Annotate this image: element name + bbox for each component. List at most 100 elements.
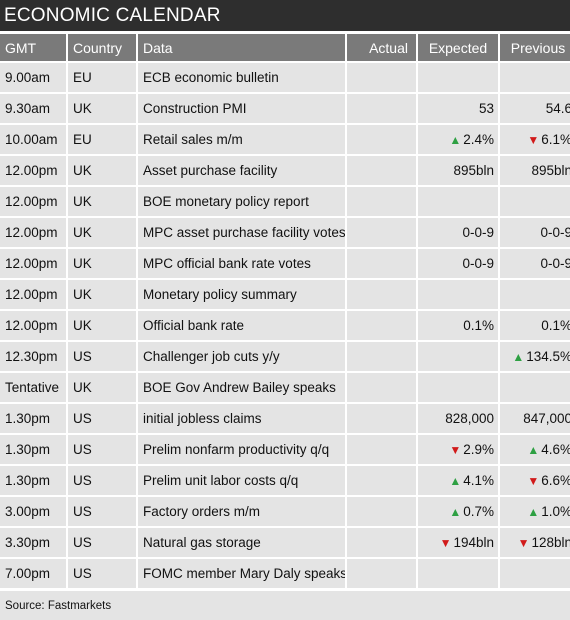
- cell-data: FOMC member Mary Daly speaks: [138, 559, 345, 588]
- up-arrow-icon: ▲: [449, 505, 462, 519]
- cell-actual: [347, 94, 416, 123]
- cell-gmt-text: 3.30pm: [5, 535, 51, 550]
- cell-expected: ▼ 194bln: [418, 528, 498, 557]
- cell-country-text: UK: [73, 194, 92, 209]
- cell-country: US: [68, 342, 136, 371]
- cell-previous: 895bln: [500, 156, 570, 185]
- cell-gmt-text: 12.00pm: [5, 256, 58, 271]
- cell-gmt-text: 1.30pm: [5, 473, 51, 488]
- calendar-title: ECONOMIC CALENDAR: [0, 0, 570, 31]
- column-header-actual: Actual: [347, 34, 416, 61]
- cell-gmt-text: 9.30am: [5, 101, 51, 116]
- down-arrow-icon: ▼: [449, 443, 462, 457]
- cell-gmt-text: 12.00pm: [5, 225, 58, 240]
- cell-expected-text: 0-0-9: [462, 256, 494, 271]
- cell-previous: 0.1%: [500, 311, 570, 340]
- cell-previous: ▼ 6.1%: [500, 125, 570, 154]
- table-row: 10.00am EU Retail sales m/m ▲ 2.4% ▼ 6.1%: [0, 125, 570, 154]
- down-arrow-icon: ▼: [517, 536, 530, 550]
- table-row: 12.00pm UK MPC asset purchase facility vot…: [0, 218, 570, 247]
- cell-expected: [418, 187, 498, 216]
- cell-data-text: Asset purchase facility: [143, 163, 278, 178]
- cell-data: MPC asset purchase facility votes: [138, 218, 345, 247]
- cell-previous-text: 0-0-9: [540, 225, 570, 240]
- cell-expected: [418, 559, 498, 588]
- cell-data: Monetary policy summary: [138, 280, 345, 309]
- table-row: 12.00pm UK Asset purchase facility 895bln 89…: [0, 156, 570, 185]
- up-arrow-icon: ▲: [449, 474, 462, 488]
- cell-gmt: 12.30pm: [0, 342, 66, 371]
- cell-expected: ▲ 0.7%: [418, 497, 498, 526]
- cell-country: EU: [68, 63, 136, 92]
- cell-gmt-text: 12.30pm: [5, 349, 58, 364]
- cell-gmt-text: 7.00pm: [5, 566, 51, 581]
- cell-gmt: 12.00pm: [0, 187, 66, 216]
- cell-country-text: US: [73, 504, 92, 519]
- cell-expected: [418, 63, 498, 92]
- cell-country: UK: [68, 249, 136, 278]
- column-header-data: Data: [138, 34, 345, 61]
- up-arrow-icon: ▲: [527, 505, 540, 519]
- cell-country: UK: [68, 311, 136, 340]
- cell-previous: ▲ 4.6%: [500, 435, 570, 464]
- cell-expected: 0-0-9: [418, 218, 498, 247]
- cell-expected-text: 0-0-9: [462, 225, 494, 240]
- cell-gmt: 7.00pm: [0, 559, 66, 588]
- cell-gmt: 1.30pm: [0, 435, 66, 464]
- cell-data-text: MPC official bank rate votes: [143, 256, 311, 271]
- cell-data: Natural gas storage: [138, 528, 345, 557]
- cell-country-text: US: [73, 473, 92, 488]
- up-arrow-icon: ▲: [449, 133, 462, 147]
- cell-data: Construction PMI: [138, 94, 345, 123]
- cell-actual: [347, 466, 416, 495]
- cell-expected-text: 194bln: [453, 535, 494, 550]
- cell-expected-text: 4.1%: [463, 473, 494, 488]
- cell-expected-text: 2.4%: [463, 132, 494, 147]
- cell-data: Prelim unit labor costs q/q: [138, 466, 345, 495]
- calendar-table: GMT Country Data Actual Expected Previou…: [0, 32, 570, 590]
- cell-data-text: Official bank rate: [143, 318, 245, 333]
- table-row: 1.30pm US Prelim unit labor costs q/q ▲ 4.1%…: [0, 466, 570, 495]
- cell-country: US: [68, 528, 136, 557]
- cell-gmt: 12.00pm: [0, 280, 66, 309]
- cell-previous: 0-0-9: [500, 249, 570, 278]
- cell-data: Challenger job cuts y/y: [138, 342, 345, 371]
- cell-previous: [500, 280, 570, 309]
- cell-previous: ▼ 6.6%: [500, 466, 570, 495]
- cell-actual: [347, 528, 416, 557]
- cell-country: UK: [68, 280, 136, 309]
- cell-country-text: US: [73, 411, 92, 426]
- cell-data-text: ECB economic bulletin: [143, 70, 279, 85]
- cell-data-text: Factory orders m/m: [143, 504, 261, 519]
- table-row: 1.30pm US initial jobless claims 828,000 847…: [0, 404, 570, 433]
- cell-gmt-text: Tentative: [5, 380, 60, 395]
- cell-previous-text: 134.5%: [526, 349, 570, 364]
- cell-previous: 0-0-9: [500, 218, 570, 247]
- cell-country: US: [68, 435, 136, 464]
- cell-actual: [347, 125, 416, 154]
- cell-previous-text: 54.6: [545, 101, 570, 116]
- cell-actual: [347, 342, 416, 371]
- cell-gmt-text: 1.30pm: [5, 411, 51, 426]
- cell-previous-text: 6.6%: [541, 473, 570, 488]
- cell-gmt: 12.00pm: [0, 249, 66, 278]
- cell-gmt-text: 12.00pm: [5, 287, 58, 302]
- cell-previous: ▲ 1.0%: [500, 497, 570, 526]
- column-header-previous: Previous: [500, 34, 570, 61]
- cell-actual: [347, 497, 416, 526]
- cell-gmt: 3.00pm: [0, 497, 66, 526]
- cell-gmt: 12.00pm: [0, 218, 66, 247]
- cell-country-text: UK: [73, 256, 92, 271]
- cell-previous-text: 4.6%: [541, 442, 570, 457]
- cell-country-text: UK: [73, 101, 92, 116]
- down-arrow-icon: ▼: [527, 133, 540, 147]
- cell-data-text: BOE Gov Andrew Bailey speaks: [143, 380, 336, 395]
- up-arrow-icon: ▲: [527, 443, 540, 457]
- cell-actual: [347, 559, 416, 588]
- cell-previous: 847,000: [500, 404, 570, 433]
- cell-gmt-text: 9.00am: [5, 70, 51, 85]
- cell-gmt-text: 10.00am: [5, 132, 58, 147]
- cell-data-text: Challenger job cuts y/y: [143, 349, 280, 364]
- table-row: 12.00pm UK Official bank rate 0.1% 0.1%: [0, 311, 570, 340]
